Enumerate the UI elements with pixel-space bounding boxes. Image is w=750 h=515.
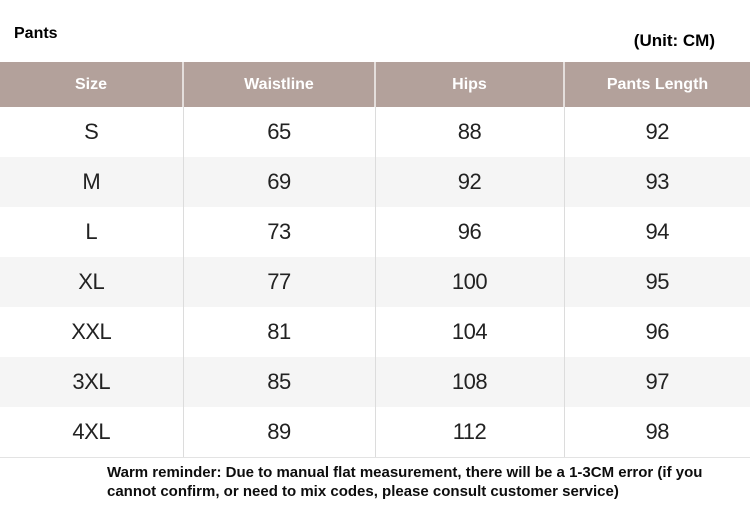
column-header: Hips: [375, 62, 565, 107]
measurement-cell: 85: [183, 357, 376, 407]
table-body: S 65 88 92 M 69 92 93 L 73 96 94 XL 77 100 95 XXL 81 104 96…: [0, 107, 750, 458]
size-table: Size Waistline Hips Pants Length S 65 88 92 M 69…: [0, 62, 750, 458]
table-row: 4XL 89 112 98: [0, 407, 750, 458]
measurement-cell: 104: [375, 307, 565, 357]
column-header: Size: [0, 62, 184, 107]
measurement-cell: 96: [375, 207, 565, 257]
unit-label: (Unit: CM): [633, 31, 715, 50]
measurement-cell: 108: [375, 357, 565, 407]
measurement-cell: 92: [375, 157, 565, 207]
measurement-cell: 88: [375, 107, 565, 157]
measurement-cell: 100: [375, 257, 565, 307]
size-cell: XXL: [0, 307, 184, 357]
measurement-cell: 94: [645, 219, 670, 244]
size-cell: S: [0, 107, 184, 157]
measurement-cell: 98: [564, 407, 750, 458]
measurement-cell: 95: [564, 257, 750, 307]
size-cell: 3XL: [0, 357, 184, 407]
table-row: XL 77 100 95: [0, 257, 750, 307]
page-title: Pants: [14, 25, 58, 42]
table-row: XXL 81 104 96: [0, 307, 750, 357]
table-row: 3XL 85 108 97: [0, 357, 750, 407]
table-row: S 65 88 92: [0, 107, 750, 157]
size-cell: M: [0, 157, 184, 207]
size-cell: L: [0, 207, 184, 257]
measurement-cell: 112: [375, 407, 565, 458]
column-header: Waistline: [183, 62, 376, 107]
measurement-cell: 65: [183, 107, 376, 157]
measurement-cell: 97: [564, 357, 750, 407]
table-header-row: Size Waistline Hips Pants Length: [0, 62, 750, 107]
measurement-cell: 96: [645, 319, 670, 344]
table-row: M 69 92 93: [0, 157, 750, 207]
measurement-cell: 92: [645, 119, 670, 144]
measurement-cell: 77: [183, 257, 376, 307]
column-header: Pants Length: [564, 62, 750, 107]
measurement-cell: 93: [564, 157, 750, 207]
size-cell: XL: [0, 257, 184, 307]
measurement-cell: 89: [183, 407, 376, 458]
measurement-cell: 69: [183, 157, 376, 207]
warm-reminder-note: Warm reminder: Due to manual flat measur…: [107, 464, 703, 500]
measurement-cell: 81: [183, 307, 376, 357]
table-row: L 73 96 94: [0, 207, 750, 257]
measurement-cell: 73: [183, 207, 376, 257]
size-cell: 4XL: [0, 407, 184, 458]
